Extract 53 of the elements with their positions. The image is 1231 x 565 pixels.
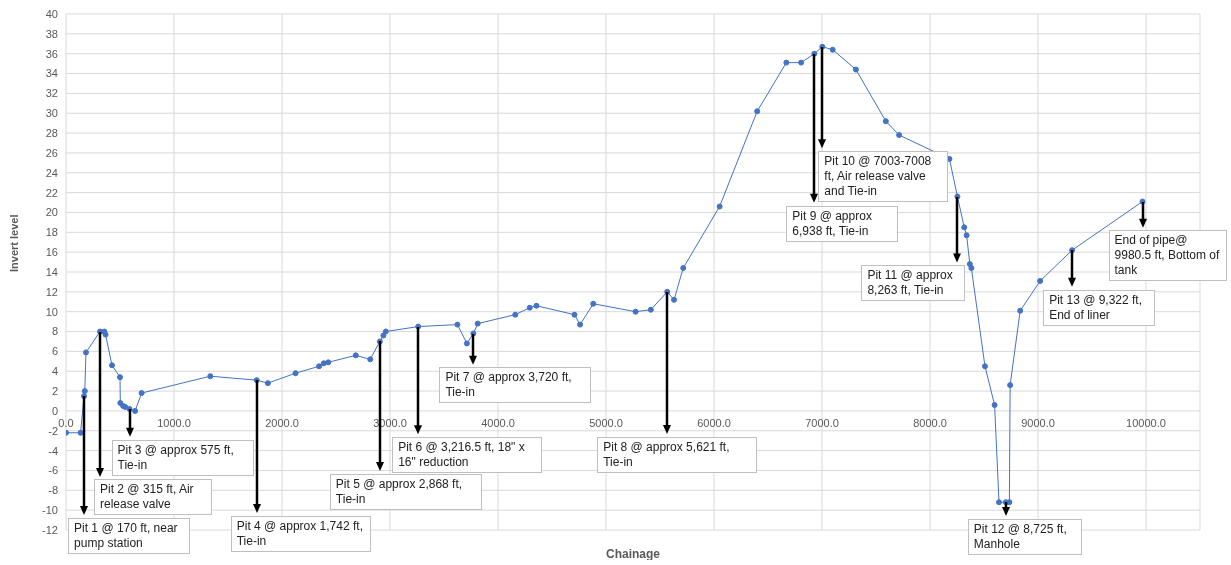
y-tick-label: 24 — [45, 166, 58, 179]
x-tick-label: 0.0 — [58, 416, 74, 429]
annotation: Pit 12 @ 8,725 ft, Manhole — [967, 519, 1082, 556]
y-tick-label: 40 — [45, 7, 58, 20]
y-tick-label: 30 — [45, 107, 58, 120]
y-tick-label: 4 — [51, 365, 58, 378]
y-tick-label: -6 — [48, 464, 58, 477]
y-tick-label: 0 — [51, 404, 58, 417]
annotation: Pit 10 @ 7003-7008 ft, Air release valve and Tie-in — [818, 150, 949, 202]
y-tick-label: 8 — [51, 325, 58, 338]
y-tick-label: 2 — [51, 384, 58, 397]
annotation: Pit 7 @ approx 3,720 ft, Tie-in — [439, 367, 592, 404]
y-tick-label: 26 — [45, 146, 58, 159]
annotation: Pit 9 @ approx 6,938 ft, Tie-in — [786, 205, 899, 242]
y-tick-label: 22 — [45, 186, 58, 199]
annotation: Pit 13 @ 9,322 ft, End of liner — [1043, 289, 1156, 326]
annotation: Pit 4 @ approx 1,742 ft, Tie-in — [230, 516, 371, 553]
x-tick-label: 9000.0 — [1021, 416, 1055, 429]
y-tick-label: -10 — [42, 504, 58, 517]
y-tick-label: -4 — [48, 444, 58, 457]
y-tick-label: -8 — [48, 484, 58, 497]
y-tick-label: 14 — [45, 265, 58, 278]
x-tick-label: 6000.0 — [697, 416, 731, 429]
y-tick-label: 36 — [45, 47, 58, 60]
x-tick-label: 4000.0 — [481, 416, 515, 429]
y-tick-label: 32 — [45, 87, 58, 100]
x-tick-label: 5000.0 — [589, 416, 623, 429]
x-tick-label: 1000.0 — [157, 416, 191, 429]
x-axis-title: Chainage — [605, 547, 661, 561]
x-tick-label: 7000.0 — [805, 416, 839, 429]
y-axis-title: Invert level — [7, 214, 20, 272]
annotation: Pit 6 @ 3,216.5 ft, 18" x 16" reduction — [392, 436, 543, 473]
annotation: Pit 1 @ 170 ft, near pump station — [68, 518, 191, 555]
y-tick-label: 10 — [45, 305, 58, 318]
y-tick-label: 16 — [45, 246, 58, 259]
y-tick-label: -2 — [48, 424, 58, 437]
annotation: Pit 11 @ approx 8,263 ft, Tie-in — [861, 265, 966, 302]
y-tick-label: 18 — [45, 226, 58, 239]
y-tick-label: 12 — [45, 285, 58, 298]
y-tick-label: -12 — [42, 523, 58, 536]
y-tick-label: 38 — [45, 27, 58, 40]
x-tick-label: 10000.0 — [1126, 416, 1166, 429]
x-tick-label: 8000.0 — [913, 416, 947, 429]
annotation: Pit 3 @ approx 575 ft, Tie-in — [111, 439, 254, 476]
annotation: Pit 8 @ approx 5,621 ft, Tie-in — [597, 436, 758, 473]
y-tick-label: 6 — [51, 345, 58, 358]
x-tick-label: 2000.0 — [265, 416, 299, 429]
annotation: Pit 5 @ approx 2,868 ft, Tie-in — [329, 474, 482, 511]
y-tick-label: 28 — [45, 126, 58, 139]
y-tick-label: 34 — [45, 67, 58, 80]
annotation: Pit 2 @ 315 ft, Air release valve — [94, 479, 213, 516]
y-tick-label: 20 — [45, 206, 58, 219]
annotation: End of pipe@ 9980.5 ft, Bottom of tank — [1108, 230, 1227, 282]
